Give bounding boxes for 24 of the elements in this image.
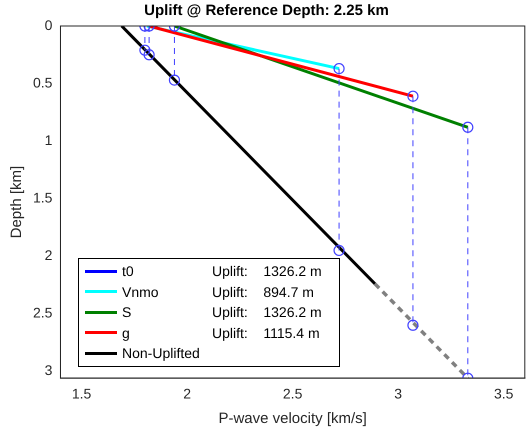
legend-label: S bbox=[122, 304, 132, 320]
legend-label: Non-Uplifted bbox=[122, 345, 201, 362]
y-tick-label: 0 bbox=[44, 16, 53, 33]
legend-label: Vnmo bbox=[122, 284, 160, 300]
y-tick-label: 2.5 bbox=[32, 304, 53, 321]
chart-title: Uplift @ Reference Depth: 2.25 km bbox=[144, 2, 389, 20]
legend-label: g bbox=[122, 324, 131, 341]
annotation: Uplift: 894.7 m bbox=[212, 284, 314, 300]
x-axis-title: P-wave velocity [km/s] bbox=[218, 410, 367, 428]
annotation: Uplift: 1115.4 m bbox=[212, 324, 320, 341]
x-tick-label: 1.5 bbox=[72, 385, 92, 402]
annotation: Uplift: 1326.2 m bbox=[212, 304, 322, 320]
x-tick-label: 2.5 bbox=[282, 385, 303, 402]
y-tick-label: 3 bbox=[44, 362, 53, 378]
annotation: Uplift: 1326.2 m bbox=[212, 263, 322, 280]
y-tick-label: 1.5 bbox=[32, 190, 53, 206]
legend-label: t0 bbox=[122, 263, 135, 280]
y-tick-label: 2 bbox=[44, 247, 53, 264]
y-axis-title: Depth [km] bbox=[8, 166, 26, 238]
y-tick-label: 0.5 bbox=[32, 74, 53, 90]
x-tick-label: 3.5 bbox=[494, 385, 514, 402]
x-tick-label: 3 bbox=[394, 385, 402, 402]
y-tick-label: 1 bbox=[44, 132, 53, 148]
x-tick-label: 2 bbox=[183, 385, 192, 402]
